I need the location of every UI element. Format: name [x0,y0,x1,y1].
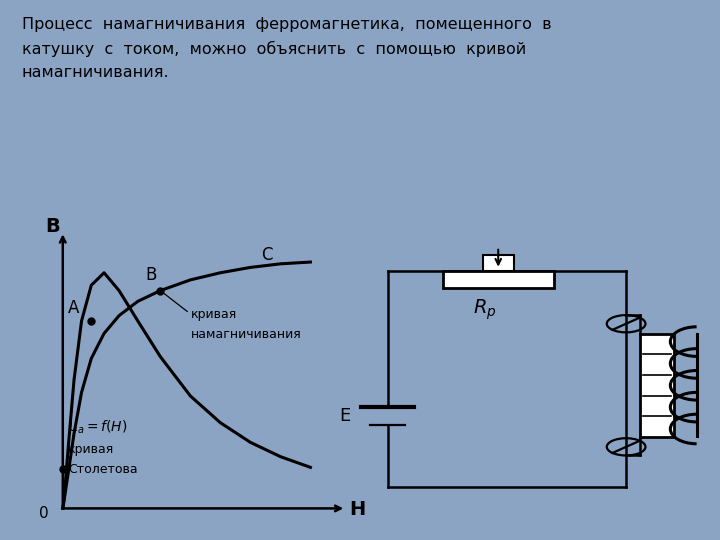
Text: B: B [45,217,60,237]
Text: $R_p$: $R_p$ [472,298,496,322]
Text: Столетова: Столетова [68,463,138,476]
Text: C: C [261,246,272,264]
Bar [482,255,514,272]
Text: $\mu_a = f(H)$: $\mu_a = f(H)$ [68,418,127,436]
Text: кривая: кривая [191,308,237,321]
Text: H: H [350,501,366,519]
Text: B: B [145,266,157,285]
Text: 0: 0 [39,505,48,521]
Text: A: A [68,299,79,318]
Text: Процесс  намагничивания  ферромагнетика,  помещенного  в
катушку  с  током,  мож: Процесс намагничивания ферромагнетика, п… [22,17,552,80]
Text: кривая: кривая [68,443,114,456]
Text: E: E [339,407,351,425]
Text: намагничивания: намагничивания [191,328,302,341]
Bar [640,334,675,437]
Bar [443,272,554,288]
